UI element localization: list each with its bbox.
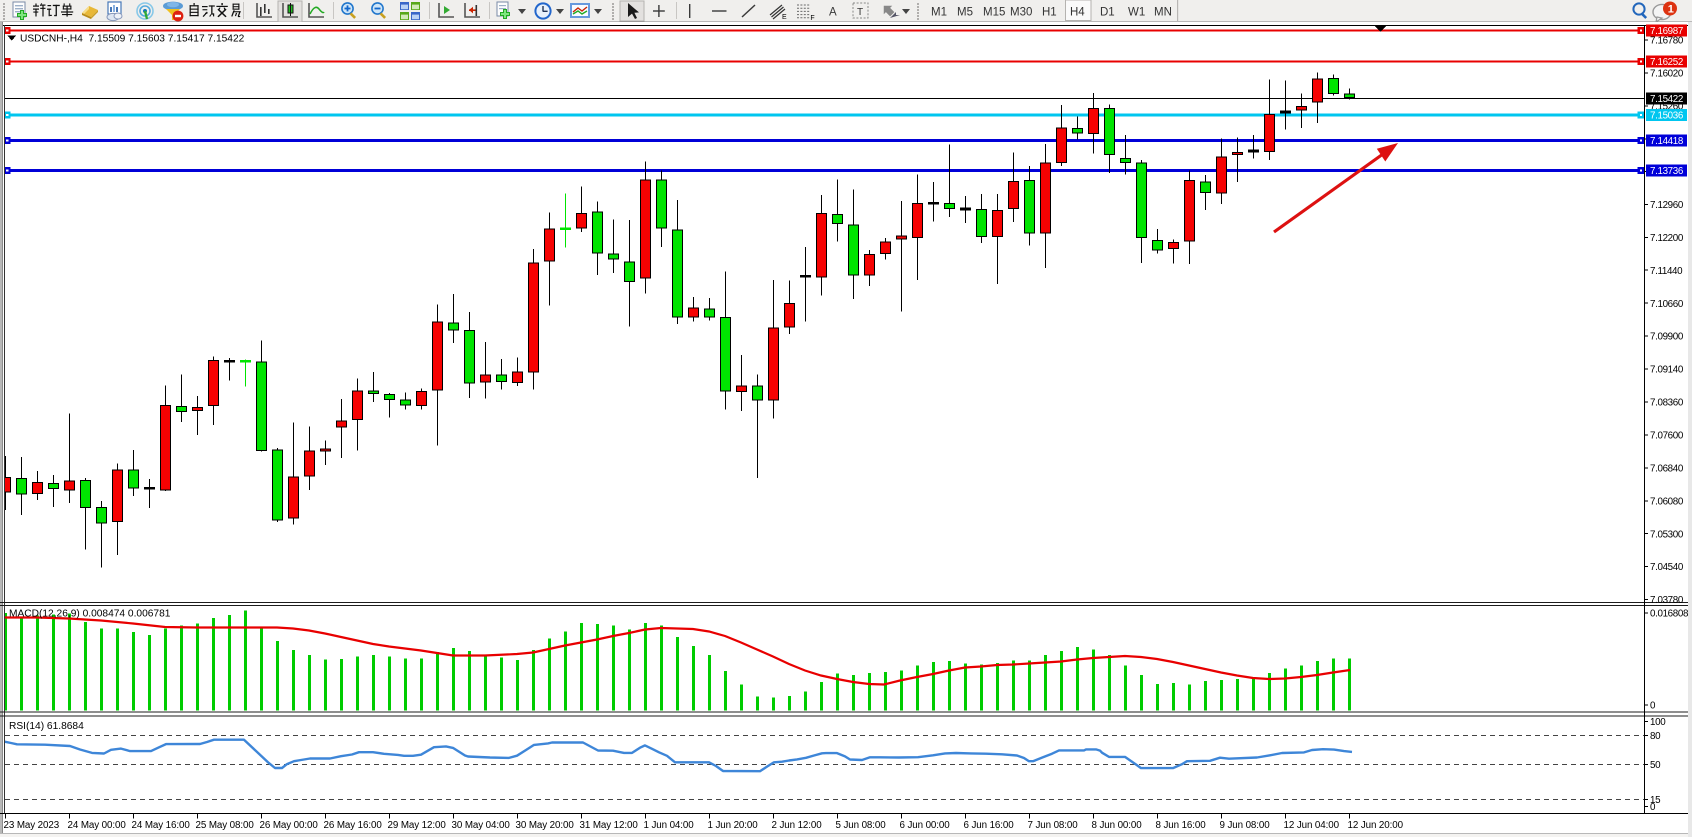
svg-text:7.09140: 7.09140 [1650,365,1684,376]
svg-text:1: 1 [1668,4,1674,16]
svg-text:26 May 00:00: 26 May 00:00 [260,820,319,831]
svg-text:RSI(14) 61.8684: RSI(14) 61.8684 [9,721,84,732]
svg-text:5 Jun 08:00: 5 Jun 08:00 [836,820,887,831]
svg-text:12 Jun 04:00: 12 Jun 04:00 [1284,820,1340,831]
svg-text:E: E [782,14,787,21]
svg-text:0: 0 [1650,701,1656,712]
svg-text:W1: W1 [1128,7,1145,19]
svg-text:7.15422: 7.15422 [1650,94,1683,105]
svg-text:1 Jun 20:00: 1 Jun 20:00 [708,820,759,831]
svg-text:26 May 16:00: 26 May 16:00 [324,820,383,831]
svg-text:9 Jun 08:00: 9 Jun 08:00 [1220,820,1271,831]
svg-text:T: T [857,7,863,18]
svg-text:8 Jun 00:00: 8 Jun 00:00 [1092,820,1143,831]
svg-text:7.14418: 7.14418 [1650,136,1684,147]
svg-text:2 Jun 12:00: 2 Jun 12:00 [772,820,823,831]
svg-text:30 May 20:00: 30 May 20:00 [516,820,575,831]
svg-text:0.016808: 0.016808 [1650,609,1689,620]
svg-text:7.16987: 7.16987 [1650,26,1683,37]
svg-text:MACD(12,26,9) 0.008474 0.00678: MACD(12,26,9) 0.008474 0.006781 [9,609,171,620]
svg-text:7.10660: 7.10660 [1650,299,1684,310]
svg-text:25 May 08:00: 25 May 08:00 [196,820,255,831]
svg-text:6 Jun 16:00: 6 Jun 16:00 [964,820,1015,831]
svg-text:80: 80 [1650,731,1661,742]
svg-text:7.08360: 7.08360 [1650,398,1684,409]
svg-text:7.15036: 7.15036 [1650,111,1684,122]
svg-text:7.16780: 7.16780 [1650,36,1684,47]
svg-text:24 May 00:00: 24 May 00:00 [68,820,127,831]
svg-text:7.15260: 7.15260 [1650,101,1684,112]
svg-text:15: 15 [1650,795,1661,806]
svg-text:100: 100 [1650,717,1666,728]
svg-text:50: 50 [1650,760,1661,771]
svg-text:7.07600: 7.07600 [1650,431,1684,442]
svg-text:7.12200: 7.12200 [1650,233,1684,244]
svg-text:24 May 16:00: 24 May 16:00 [132,820,191,831]
svg-text:7.05300: 7.05300 [1650,529,1684,540]
svg-text:1 Jun 04:00: 1 Jun 04:00 [644,820,695,831]
svg-text:7.06080: 7.06080 [1650,496,1684,507]
svg-text:F: F [810,15,814,22]
svg-text:29 May 12:00: 29 May 12:00 [388,820,447,831]
svg-text:H1: H1 [1042,7,1057,19]
svg-text:7.12960: 7.12960 [1650,200,1684,211]
svg-text:7 Jun 08:00: 7 Jun 08:00 [1028,820,1079,831]
svg-text:12 Jun 20:00: 12 Jun 20:00 [1348,820,1404,831]
svg-text:7.16252: 7.16252 [1650,57,1683,68]
svg-text:7.06840: 7.06840 [1650,463,1684,474]
svg-text:7.03780: 7.03780 [1650,595,1684,606]
svg-text:7.09900: 7.09900 [1650,332,1684,343]
svg-text:0: 0 [1650,802,1656,813]
svg-text:23 May 2023: 23 May 2023 [4,820,60,831]
svg-text:MN: MN [1154,7,1172,19]
svg-text:31 May 12:00: 31 May 12:00 [580,820,639,831]
svg-text:30 May 04:00: 30 May 04:00 [452,820,511,831]
svg-text:M30: M30 [1010,7,1032,19]
svg-text:M15: M15 [983,7,1005,19]
svg-text:7.16020: 7.16020 [1650,69,1684,80]
svg-text:8 Jun 16:00: 8 Jun 16:00 [1156,820,1207,831]
svg-text:D1: D1 [1100,7,1115,19]
svg-text:7.11440: 7.11440 [1650,266,1683,277]
svg-text:7.04540: 7.04540 [1650,562,1684,573]
svg-text:7.13736: 7.13736 [1650,166,1684,177]
svg-text:6 Jun 00:00: 6 Jun 00:00 [900,820,951,831]
svg-text:USDCNH-,H4 7.15509 7.15603 7.: USDCNH-,H4 7.15509 7.15603 7.15417 7.154… [20,34,245,45]
svg-text:M5: M5 [957,7,973,19]
svg-text:A: A [829,7,837,19]
svg-text:H4: H4 [1070,7,1085,19]
svg-text:M1: M1 [931,7,947,19]
